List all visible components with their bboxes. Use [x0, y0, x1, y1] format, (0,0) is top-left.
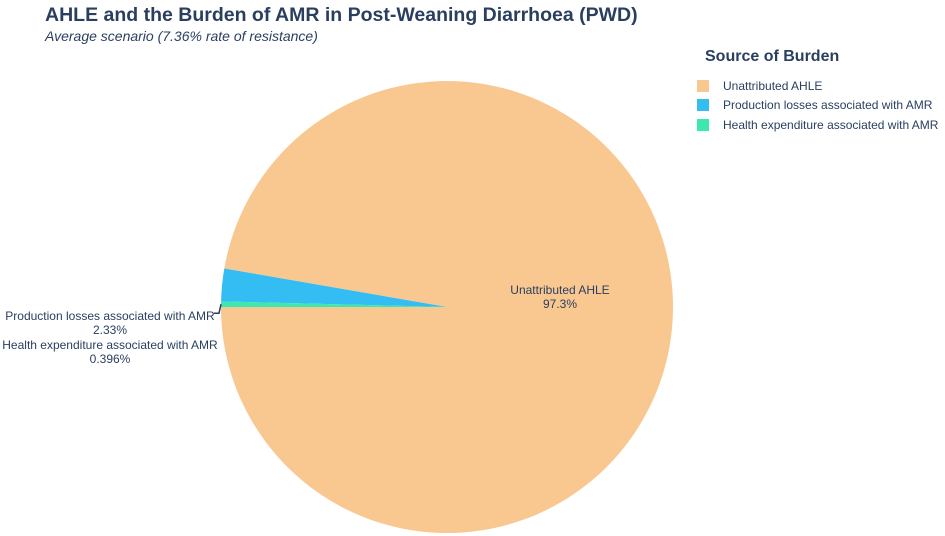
legend: Source of Burden Unattributed AHLE Produ…	[697, 48, 938, 135]
legend-title: Source of Burden	[705, 48, 840, 65]
legend-item-production-losses[interactable]: Production losses associated with AMR	[697, 96, 938, 116]
slice-label-production-losses-associated-with-amr: Production losses associated with AMR 2.3…	[5, 309, 215, 337]
pie-slice-production-losses-associated-with-amr[interactable]	[221, 268, 447, 307]
pie-slice-unattributed-ahle[interactable]	[220, 81, 673, 534]
legend-label: Unattributed AHLE	[723, 78, 823, 93]
slice-label-unattributed-ahle: Unattributed AHLE 97.3%	[510, 283, 609, 311]
pie-slice-health-expenditure-associated-with-amr[interactable]	[221, 301, 447, 307]
legend-swatch	[697, 99, 709, 112]
legend-item-unattributed-ahle[interactable]: Unattributed AHLE	[697, 76, 938, 96]
legend-label: Production losses associated with AMR	[723, 98, 933, 113]
chart-title: AHLE and the Burden of AMR in Post-Weani…	[45, 4, 638, 26]
slice-label-health-expenditure-associated-with-amr: Health expenditure associated with AMR 0.…	[2, 338, 218, 366]
legend-item-health-expenditure[interactable]: Health expenditure associated with AMR	[697, 115, 938, 135]
legend-swatch	[697, 118, 709, 131]
chart-subtitle: Average scenario (7.36% rate of resistan…	[45, 28, 318, 44]
legend-label: Health expenditure associated with AMR	[723, 117, 939, 132]
leader-line	[214, 304, 222, 314]
legend-swatch	[697, 79, 709, 92]
